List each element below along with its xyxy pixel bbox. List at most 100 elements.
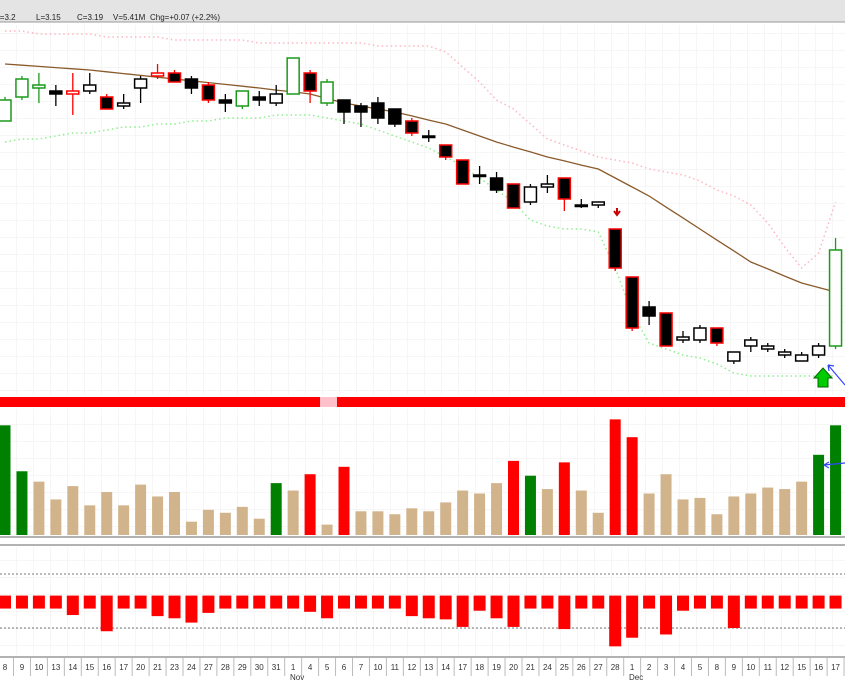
bar — [84, 505, 96, 535]
bar — [168, 595, 181, 619]
bar — [524, 475, 536, 535]
x-tick-label: 14 — [68, 663, 77, 672]
candle-body — [66, 90, 80, 95]
bar — [660, 474, 672, 535]
bar — [372, 511, 384, 535]
bar — [422, 595, 435, 619]
bar — [49, 595, 62, 609]
bar — [406, 508, 418, 535]
bar — [270, 483, 282, 535]
bar — [575, 595, 588, 609]
x-tick-label: 27 — [204, 663, 213, 672]
candle-body — [693, 327, 707, 341]
candle-body — [15, 78, 29, 98]
candle-body — [252, 96, 266, 101]
x-tick-label: 21 — [153, 663, 162, 672]
x-tick-label: 24 — [543, 663, 552, 672]
x-tick-label: 27 — [594, 663, 603, 672]
bar — [151, 595, 164, 617]
candle-body — [811, 345, 826, 356]
month-label: Nov — [290, 673, 304, 682]
signal-strip-segment — [320, 397, 337, 407]
candle-body — [489, 177, 504, 191]
bar — [185, 521, 197, 535]
x-tick-label: 5 — [698, 663, 703, 672]
x-tick-label: 26 — [577, 663, 586, 672]
candle-body — [438, 144, 453, 158]
candle-body — [49, 90, 63, 95]
bar — [405, 595, 418, 617]
bar — [321, 524, 333, 535]
indicator-line — [4, 114, 836, 377]
candle-body — [710, 327, 724, 344]
candle-body — [235, 90, 250, 107]
x-tick-label: 2 — [647, 663, 652, 672]
candle-body — [540, 183, 555, 188]
candle-body — [574, 204, 589, 208]
x-tick-label: 10 — [34, 663, 43, 672]
candle-body — [269, 93, 283, 104]
bar — [439, 595, 452, 620]
bar — [694, 497, 706, 535]
bar — [474, 493, 486, 535]
bar — [32, 595, 45, 609]
bar — [473, 595, 486, 611]
candle-body — [354, 105, 368, 113]
x-tick-label: 10 — [373, 663, 382, 672]
x-tick-label: 15 — [85, 663, 94, 672]
candle-body — [167, 72, 182, 83]
bar — [287, 595, 300, 609]
x-tick-label: 12 — [407, 663, 416, 672]
x-tick-label: 9 — [20, 663, 25, 672]
bar — [0, 595, 11, 609]
candle-body — [320, 81, 334, 104]
bar — [626, 595, 639, 638]
bar — [761, 595, 774, 609]
candle-body — [150, 72, 165, 77]
x-tick-label: 29 — [238, 663, 247, 672]
header-change: Chg=+0.07 (+2.2%) — [150, 13, 220, 22]
candle-body — [557, 177, 572, 200]
candle-body — [184, 78, 199, 89]
bar — [778, 595, 791, 609]
bar — [660, 595, 673, 635]
bar — [67, 486, 79, 535]
x-tick-label: 1 — [291, 663, 296, 672]
bar — [728, 496, 740, 535]
bar — [779, 489, 791, 535]
pointer-arrow — [827, 364, 845, 386]
bar — [287, 490, 299, 535]
bar — [0, 425, 11, 535]
candle-body — [83, 84, 97, 92]
candle-body — [676, 336, 690, 341]
bar — [575, 490, 587, 535]
candle-body — [218, 99, 233, 104]
candle-body — [472, 174, 487, 178]
bar — [440, 502, 452, 535]
candle-body — [506, 183, 521, 209]
candle-body — [744, 339, 758, 347]
x-tick-label: 5 — [325, 663, 330, 672]
bar — [101, 492, 113, 535]
indicator-line — [4, 63, 836, 293]
candle-body — [388, 108, 402, 125]
bar — [796, 481, 808, 535]
bar — [762, 487, 774, 535]
candle-body — [286, 57, 300, 95]
bar — [711, 514, 723, 535]
bar — [745, 493, 757, 535]
x-tick-label: 20 — [509, 663, 518, 672]
bar — [135, 484, 147, 535]
bar — [812, 595, 825, 609]
x-tick-label: 4 — [308, 663, 313, 672]
x-tick-label: 28 — [221, 663, 230, 672]
bar — [643, 595, 656, 609]
bar — [626, 437, 638, 535]
bar — [202, 509, 214, 535]
bar — [423, 511, 435, 535]
bar — [388, 595, 401, 609]
candle-body — [99, 96, 114, 110]
candle-body — [133, 78, 148, 89]
x-tick-label: 31 — [272, 663, 281, 672]
x-tick-label: 23 — [170, 663, 179, 672]
